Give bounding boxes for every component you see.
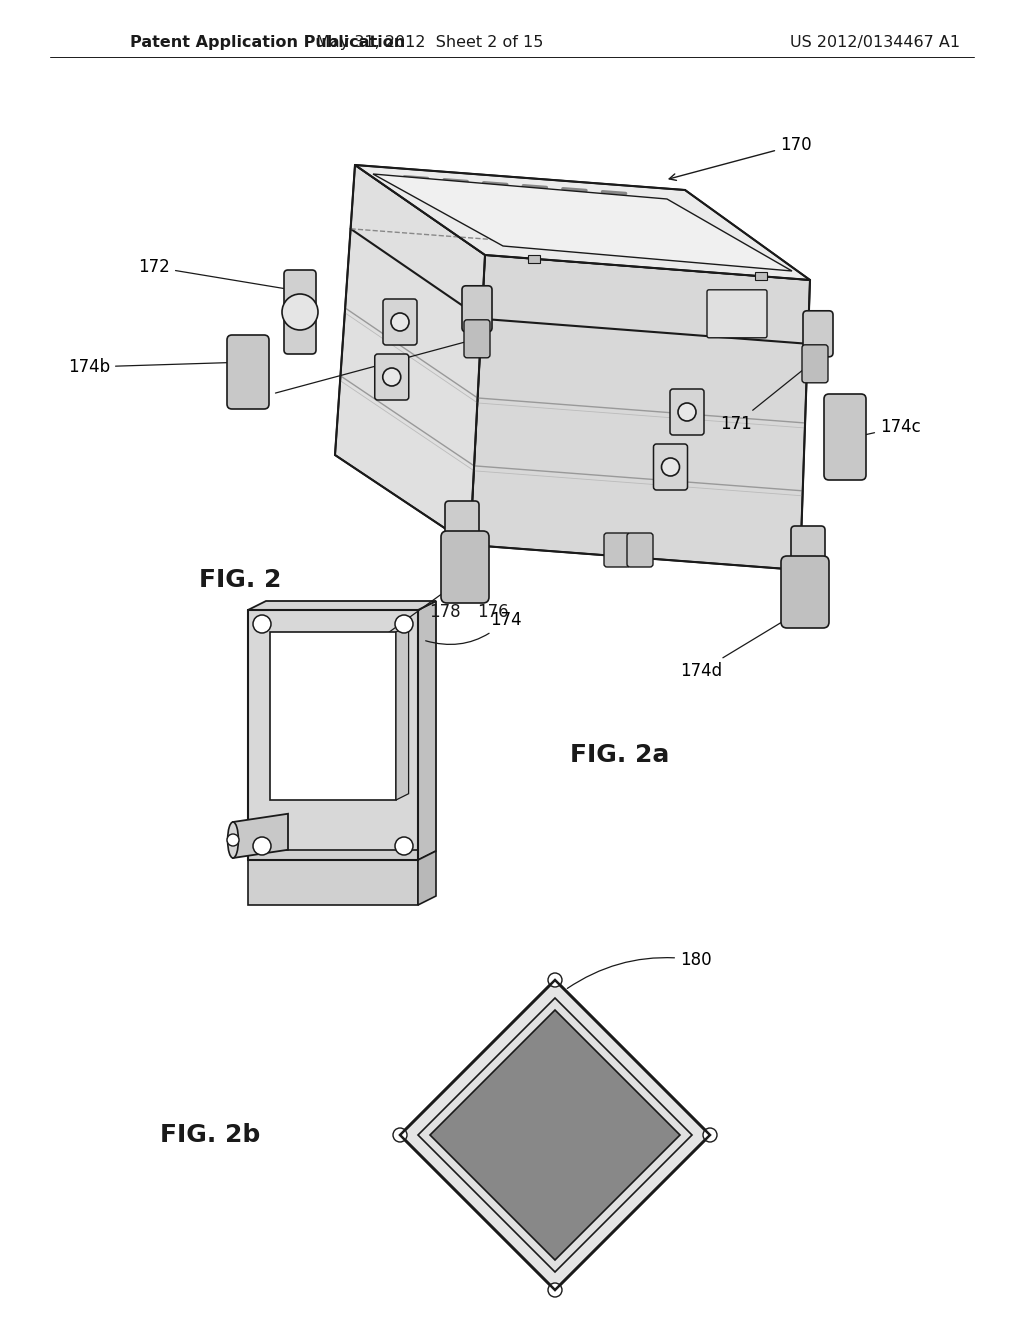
- FancyBboxPatch shape: [707, 290, 767, 338]
- FancyBboxPatch shape: [781, 556, 829, 628]
- Text: 174c: 174c: [858, 418, 921, 437]
- Circle shape: [282, 294, 318, 330]
- Text: 171: 171: [239, 338, 473, 408]
- Circle shape: [548, 973, 562, 987]
- Text: 171: 171: [720, 364, 810, 433]
- Circle shape: [395, 837, 413, 855]
- FancyBboxPatch shape: [284, 271, 316, 354]
- Polygon shape: [400, 979, 710, 1290]
- Text: 174b: 174b: [68, 358, 244, 376]
- Bar: [248, 610, 418, 861]
- FancyBboxPatch shape: [441, 531, 489, 603]
- Circle shape: [662, 458, 680, 477]
- Circle shape: [678, 403, 696, 421]
- FancyBboxPatch shape: [227, 335, 269, 409]
- FancyBboxPatch shape: [627, 533, 653, 568]
- Text: FIG. 2a: FIG. 2a: [570, 743, 670, 767]
- Bar: [756, 272, 767, 280]
- Circle shape: [253, 837, 271, 855]
- Circle shape: [703, 1129, 717, 1142]
- Text: 170: 170: [670, 136, 812, 181]
- Polygon shape: [355, 165, 810, 280]
- Polygon shape: [396, 626, 409, 800]
- Polygon shape: [430, 1010, 680, 1261]
- Polygon shape: [335, 165, 485, 545]
- Circle shape: [227, 834, 239, 846]
- Bar: [248, 850, 418, 906]
- Text: 180: 180: [567, 950, 712, 989]
- Polygon shape: [233, 813, 288, 858]
- Text: 176: 176: [477, 603, 509, 620]
- Polygon shape: [418, 601, 436, 861]
- Circle shape: [395, 615, 413, 634]
- FancyBboxPatch shape: [653, 444, 687, 490]
- Text: 174a: 174a: [349, 578, 463, 655]
- Circle shape: [393, 1129, 407, 1142]
- Text: US 2012/0134467 A1: US 2012/0134467 A1: [790, 34, 961, 49]
- Circle shape: [391, 313, 409, 331]
- Text: FIG. 2b: FIG. 2b: [160, 1123, 260, 1147]
- FancyBboxPatch shape: [803, 310, 833, 356]
- FancyBboxPatch shape: [604, 533, 630, 568]
- Text: 178: 178: [429, 603, 461, 620]
- Text: May 31, 2012  Sheet 2 of 15: May 31, 2012 Sheet 2 of 15: [316, 34, 544, 49]
- Text: 174: 174: [426, 611, 521, 644]
- FancyBboxPatch shape: [802, 345, 828, 383]
- Bar: [527, 255, 540, 263]
- Polygon shape: [248, 601, 436, 610]
- Text: Patent Application Publication: Patent Application Publication: [130, 34, 406, 49]
- Polygon shape: [470, 255, 810, 570]
- FancyBboxPatch shape: [445, 502, 479, 553]
- FancyBboxPatch shape: [464, 319, 490, 358]
- Circle shape: [253, 615, 271, 634]
- FancyBboxPatch shape: [670, 389, 705, 436]
- FancyBboxPatch shape: [462, 286, 492, 331]
- Ellipse shape: [227, 822, 239, 858]
- Text: FIG. 2: FIG. 2: [199, 568, 282, 591]
- FancyBboxPatch shape: [375, 354, 409, 400]
- Polygon shape: [418, 998, 692, 1272]
- Circle shape: [383, 368, 400, 385]
- Text: 174d: 174d: [680, 603, 813, 680]
- Polygon shape: [418, 851, 436, 906]
- Bar: [270, 632, 396, 800]
- FancyBboxPatch shape: [824, 393, 866, 480]
- FancyBboxPatch shape: [791, 525, 825, 578]
- FancyBboxPatch shape: [383, 300, 417, 345]
- Circle shape: [548, 1283, 562, 1298]
- Text: 172: 172: [138, 257, 302, 292]
- Polygon shape: [373, 174, 792, 271]
